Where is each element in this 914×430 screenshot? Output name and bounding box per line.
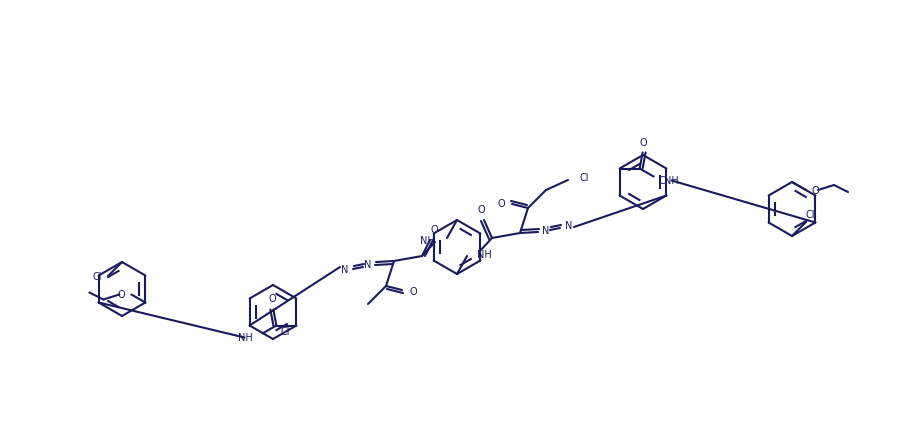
Text: O: O [812, 186, 820, 196]
Text: Cl: Cl [659, 176, 668, 186]
Text: O: O [430, 224, 438, 234]
Text: N: N [365, 259, 372, 269]
Text: NH: NH [664, 176, 678, 186]
Text: O: O [477, 205, 484, 215]
Text: NH: NH [477, 249, 492, 259]
Text: O: O [118, 290, 125, 300]
Text: O: O [497, 199, 505, 209]
Text: N: N [341, 264, 348, 274]
Text: Cl: Cl [281, 326, 290, 336]
Text: NH: NH [238, 333, 252, 343]
Text: Cl: Cl [580, 172, 590, 183]
Text: N: N [542, 225, 549, 236]
Text: O: O [409, 286, 417, 296]
Text: O: O [269, 294, 276, 304]
Text: O: O [640, 137, 647, 147]
Text: N: N [566, 221, 573, 230]
Text: Cl: Cl [805, 209, 814, 219]
Text: Cl: Cl [92, 271, 102, 281]
Text: NH: NH [420, 236, 435, 246]
